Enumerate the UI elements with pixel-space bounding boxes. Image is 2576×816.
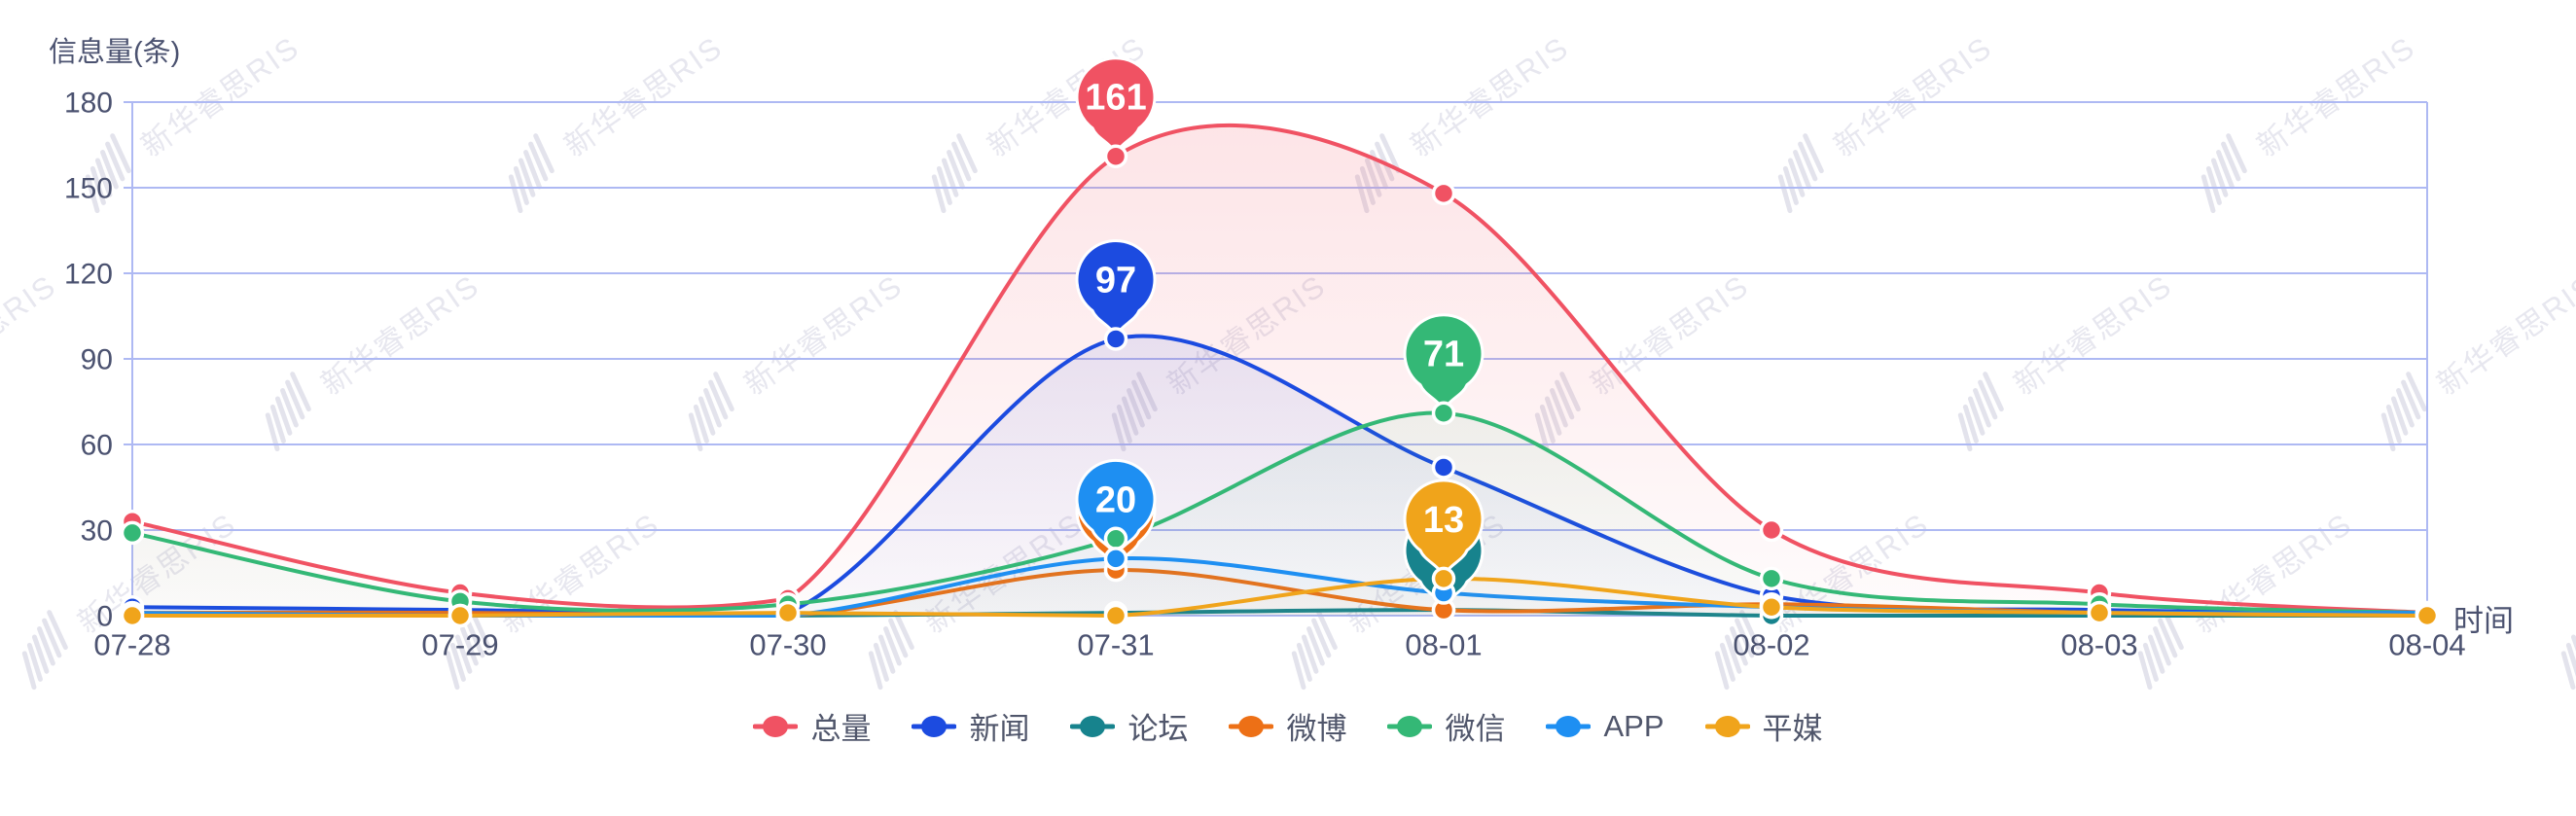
y-tick-label: 150 [64,173,113,205]
x-tick-label: 07-29 [421,627,498,661]
point-平媒-08-03 [2087,600,2112,625]
x-tick-label: 08-02 [1733,627,1809,661]
max-pin-新闻 [1075,238,1157,339]
point-平媒-08-01 [1431,566,1456,591]
point-平媒-07-28 [120,603,145,628]
max-pin-平媒 [1403,479,1485,580]
legend-label: 微信 [1445,712,1506,746]
legend-label: APP [1603,708,1664,743]
y-tick-label: 60 [81,430,113,462]
legend-item-新闻[interactable]: 新闻 [912,704,1029,748]
x-tick-label: 07-31 [1077,627,1154,661]
legend-marker-icon [753,715,799,737]
max-pin-value-新闻: 97 [1095,260,1136,301]
legend-label: 新闻 [969,712,1030,746]
legend: 总量 新闻 论坛 微博 微信 APP 平媒 [0,704,2576,748]
chart-canvas[interactable]: 0 30 60 90 120 150 180 07-28 07-29 07-30 07-31 08-0… [0,0,2576,692]
legend-marker-icon [1229,715,1274,737]
legend-item-论坛[interactable]: 论坛 [1070,704,1188,748]
legend-marker-icon [1704,715,1750,737]
x-tick-label: 08-03 [2060,627,2137,661]
legend-marker-icon [912,715,957,737]
max-pin-value-平媒: 13 [1423,500,1464,541]
point-微信-07-31 [1103,526,1128,551]
y-tick-label: 30 [81,515,113,548]
x-axis-title: 时间 [2453,604,2514,638]
point-总量-08-01 [1431,181,1456,206]
point-平媒-08-04 [2415,603,2440,628]
point-平媒-07-29 [447,603,473,628]
legend-label: 论坛 [1127,712,1189,746]
y-tick-label: 120 [64,259,113,291]
y-axis-title: 信息量(条) [49,37,181,68]
legend-item-微信[interactable]: 微信 [1387,704,1505,748]
point-总量-07-31 [1103,144,1128,168]
y-tick-label: 180 [64,88,113,120]
legend-item-平媒[interactable]: 平媒 [1704,704,1823,748]
series-area-总量 [132,124,2427,617]
point-平媒-07-30 [775,600,801,625]
point-微信-07-28 [120,520,145,546]
legend-item-总量[interactable]: 总量 [753,704,871,748]
point-微信-08-02 [1759,566,1784,591]
point-平媒-07-31 [1103,603,1128,628]
max-pin-value-APP: 20 [1095,479,1136,520]
legend-label: 微博 [1286,712,1347,746]
x-tick-label: 08-04 [2388,627,2465,661]
max-pin-value-总量: 161 [1085,78,1146,119]
x-tick-label: 07-30 [749,627,826,661]
legend-marker-icon [1070,715,1116,737]
max-pin-微信 [1403,313,1485,414]
point-新闻-08-01 [1431,455,1456,479]
series-area-APP [132,558,2427,616]
y-tick-label: 0 [96,601,113,633]
max-pin-APP [1075,458,1157,559]
series-line-微信 [130,410,2429,616]
max-pin-value-微信: 71 [1423,335,1464,375]
series-area-微信 [132,412,2427,616]
point-微信-08-01 [1431,401,1456,425]
point-总量-08-02 [1759,517,1784,543]
legend-item-APP[interactable]: APP [1546,709,1664,744]
legend-label: 平媒 [1762,712,1823,746]
legend-label: 总量 [810,712,872,746]
x-tick-label: 08-01 [1405,627,1482,661]
max-pin-总量 [1075,56,1157,158]
y-tick-label: 90 [81,344,113,376]
point-平媒-08-02 [1759,594,1784,620]
x-tick-label: 07-28 [93,627,170,661]
series-line-总量 [130,123,2429,616]
point-APP-07-31 [1103,547,1128,571]
point-新闻-07-31 [1103,327,1128,351]
legend-marker-icon [1546,715,1592,737]
series-line-平媒 [130,576,2429,619]
legend-marker-icon [1387,715,1433,737]
legend-item-微博[interactable]: 微博 [1229,704,1346,748]
